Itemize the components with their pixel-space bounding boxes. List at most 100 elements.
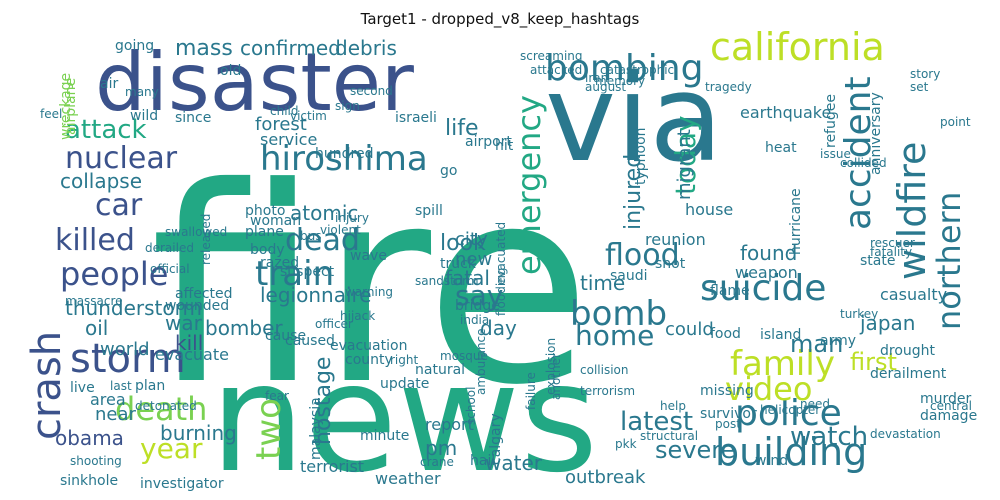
word-helicopter: helicopter — [760, 403, 820, 417]
word-pkk: pkk — [615, 437, 637, 451]
word-fatality: fatality — [870, 245, 912, 259]
word-go: go — [440, 163, 457, 179]
word-weather: weather — [375, 469, 441, 488]
word-police: police — [735, 393, 842, 434]
word-house: house — [685, 200, 733, 219]
word-turkey: turkey — [840, 307, 878, 321]
word-fatal: fatal — [445, 266, 490, 290]
word-car: car — [95, 188, 143, 223]
word-evacuate: evacuate — [155, 345, 229, 364]
word-report: report — [425, 415, 474, 434]
word-officer: officer — [315, 317, 353, 331]
word-hostage: hostage — [311, 357, 336, 445]
word-legionnaire: legionnaire — [260, 283, 372, 307]
word-northern: northern — [930, 192, 968, 330]
word-reunion: reunion — [645, 230, 706, 249]
word-razed: razed — [260, 255, 299, 271]
word-family: family — [730, 344, 835, 384]
word-hail: hail — [470, 453, 495, 469]
word-devastation: devastation — [870, 427, 941, 441]
word-area: area — [90, 390, 126, 409]
word-plane: plane — [245, 224, 284, 240]
word-going: going — [115, 38, 154, 54]
word-debris: debris — [335, 36, 397, 60]
word-woman: woman — [250, 213, 301, 229]
word-city: city — [455, 229, 488, 250]
word-bus: bus — [300, 229, 321, 243]
word-day: day — [480, 316, 517, 340]
word-investigator: investigator — [140, 476, 224, 492]
word-new: new — [455, 249, 492, 270]
word-shooting: shooting — [70, 454, 122, 468]
word-nuclear: nuclear — [65, 141, 178, 176]
word-emergency: emergency — [510, 95, 548, 275]
word-official: official — [150, 262, 190, 276]
word-child: child — [270, 104, 299, 118]
word-injured: injured — [621, 154, 646, 230]
word-cause: cause — [265, 328, 306, 344]
word-set: set — [910, 80, 929, 94]
word-plan: plan — [135, 378, 165, 394]
word-hiroshima: hiroshima — [260, 139, 428, 179]
word-attacked: attacked — [530, 63, 582, 77]
word-minute: minute — [360, 428, 409, 444]
word-island: island — [760, 327, 801, 343]
word-first: first — [850, 348, 897, 376]
word-could: could — [665, 319, 714, 340]
word-bomb: bomb — [570, 294, 667, 334]
word-derailed: derailed — [145, 241, 194, 255]
word-atomic: atomic — [290, 201, 358, 225]
word-injury: injury — [335, 211, 369, 225]
word-ambulance: ambulance — [474, 328, 488, 395]
word-failure: failure — [524, 372, 538, 410]
word-train: train — [255, 254, 334, 294]
word-people: people — [60, 255, 168, 293]
word-fear: fear — [265, 389, 289, 403]
word-central: central — [930, 399, 972, 413]
word-airplane: airplane — [63, 78, 79, 135]
word-kill: kill — [175, 331, 203, 355]
word-august: august — [585, 80, 626, 94]
word-issue: issue — [820, 147, 851, 161]
word-airport: airport — [465, 134, 512, 150]
word-weapon: weapon — [735, 263, 798, 282]
word-outbreak: outbreak — [565, 467, 646, 488]
word-crane: crane — [420, 455, 454, 469]
word-confirmed: confirmed — [240, 36, 341, 60]
word-oil: oil — [85, 316, 108, 340]
word-evacuated: evacuated — [494, 222, 508, 285]
word-world: world — [100, 339, 150, 360]
word-catastrophic: catastrophic — [600, 63, 674, 77]
word-suspect: suspect — [280, 264, 335, 280]
word-right: right — [390, 353, 418, 367]
word-forest: forest — [255, 114, 307, 135]
word-japan: japan — [859, 311, 915, 335]
word-affected: affected — [175, 286, 233, 302]
word-calgary: calgary — [488, 413, 504, 465]
word-spill: spill — [415, 203, 443, 219]
word-rescuer: rescuer — [870, 236, 915, 250]
word-sinkhole: sinkhole — [60, 473, 118, 489]
word-story: story — [910, 67, 940, 81]
word-school: school — [464, 387, 478, 425]
word-body: body — [250, 242, 285, 258]
word-near: near — [95, 404, 137, 425]
word-last: last — [110, 379, 132, 393]
word-wildfire: wildfire — [890, 142, 934, 280]
word-wind: wind — [755, 453, 788, 469]
word-two: two — [249, 398, 289, 460]
word-victim: victim — [290, 109, 327, 123]
word-damage: damage — [920, 408, 977, 424]
word-point: point — [940, 115, 971, 129]
word-severe: severe — [655, 436, 735, 464]
word-wreckage: wreckage — [58, 73, 74, 140]
word-news: news — [210, 332, 598, 500]
word-post: post — [715, 417, 741, 431]
word-second: second — [350, 84, 393, 98]
word-photo: photo — [245, 203, 285, 219]
word-killed: killed — [55, 223, 135, 258]
word-iran: iran — [585, 71, 608, 85]
word-swallowed: swallowed — [165, 225, 227, 239]
word-mosque: mosque — [440, 349, 488, 363]
